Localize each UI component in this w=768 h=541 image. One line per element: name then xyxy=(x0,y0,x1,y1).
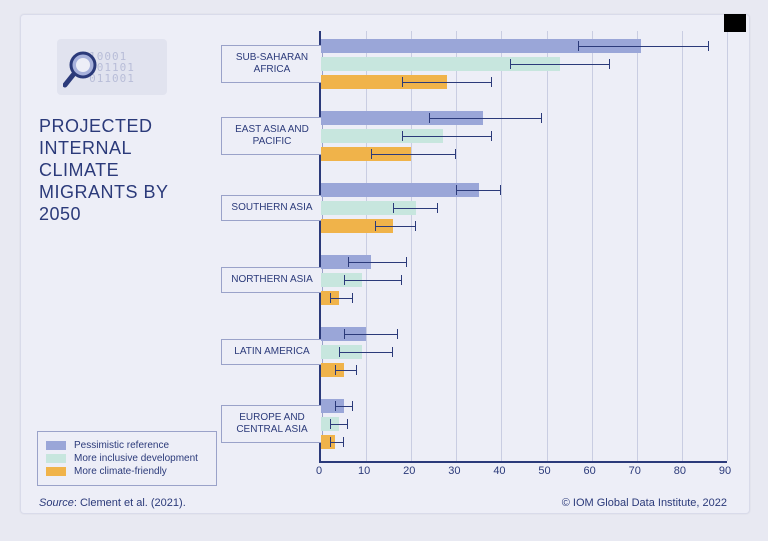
page: 10001 101101 011001 PROJECTED INTERNAL C… xyxy=(0,0,768,541)
bar xyxy=(321,201,416,215)
legend-label: More climate-friendly xyxy=(74,466,167,477)
binary-magnifier-icon: 10001 101101 011001 xyxy=(57,39,167,95)
source-line: Source: Clement et al. (2021). xyxy=(39,497,186,509)
bar xyxy=(321,129,443,143)
x-tick-label: 70 xyxy=(629,465,641,477)
bar xyxy=(321,147,411,161)
bar xyxy=(321,363,344,377)
copyright: © IOM Global Data Institute, 2022 xyxy=(562,497,727,509)
x-tick-label: 90 xyxy=(719,465,731,477)
gridline xyxy=(501,31,502,461)
x-tick-label: 30 xyxy=(448,465,460,477)
bar xyxy=(321,435,335,449)
legend-item: More inclusive development xyxy=(46,453,208,464)
gridline xyxy=(637,31,638,461)
bar xyxy=(321,183,479,197)
x-tick-label: 40 xyxy=(493,465,505,477)
gridline xyxy=(366,31,367,461)
legend-swatch xyxy=(46,467,66,476)
plot-region: SUB-SAHARAN AFRICAEAST ASIA AND PACIFICS… xyxy=(319,31,727,463)
gridline xyxy=(456,31,457,461)
legend-swatch xyxy=(46,454,66,463)
legend-label: Pessimistic reference xyxy=(74,440,169,451)
bar xyxy=(321,111,483,125)
legend-item: Pessimistic reference xyxy=(46,440,208,451)
category-label: SUB-SAHARAN AFRICA xyxy=(221,45,323,83)
gridline xyxy=(592,31,593,461)
bar xyxy=(321,219,393,233)
bar xyxy=(321,291,339,305)
bar xyxy=(321,75,447,89)
legend-item: More climate-friendly xyxy=(46,466,208,477)
legend-swatch xyxy=(46,441,66,450)
legend-label: More inclusive development xyxy=(74,453,198,464)
x-tick-label: 20 xyxy=(403,465,415,477)
gridline xyxy=(547,31,548,461)
bar xyxy=(321,417,339,431)
category-label: EAST ASIA AND PACIFIC xyxy=(221,117,323,155)
x-tick-label: 50 xyxy=(538,465,550,477)
bar xyxy=(321,399,344,413)
x-tick-label: 10 xyxy=(358,465,370,477)
bar xyxy=(321,57,560,71)
bar xyxy=(321,273,362,287)
gridline xyxy=(727,31,728,461)
x-tick-label: 60 xyxy=(584,465,596,477)
x-tick-label: 0 xyxy=(316,465,322,477)
category-label: EUROPE AND CENTRAL ASIA xyxy=(221,405,323,443)
gridline xyxy=(682,31,683,461)
bar xyxy=(321,345,362,359)
source-label: Source xyxy=(39,497,74,509)
category-label: LATIN AMERICA xyxy=(221,339,323,365)
source-text: : Clement et al. (2021). xyxy=(74,497,186,509)
legend: Pessimistic reference More inclusive deve… xyxy=(37,431,217,486)
bar xyxy=(321,327,366,341)
gridline xyxy=(411,31,412,461)
chart-title: PROJECTED INTERNAL CLIMATE MIGRANTS BY 2… xyxy=(39,115,209,225)
category-label: NORTHERN ASIA xyxy=(221,267,323,293)
category-label: SOUTHERN ASIA xyxy=(221,195,323,221)
bar xyxy=(321,39,641,53)
chart-card: 10001 101101 011001 PROJECTED INTERNAL C… xyxy=(20,14,750,514)
chart-area: SUB-SAHARAN AFRICA EAST ASIA AND PACIFIC S… xyxy=(219,31,733,487)
bar xyxy=(321,255,371,269)
black-square-icon xyxy=(724,14,746,32)
x-tick-label: 80 xyxy=(674,465,686,477)
magnifier-icon xyxy=(63,47,107,91)
